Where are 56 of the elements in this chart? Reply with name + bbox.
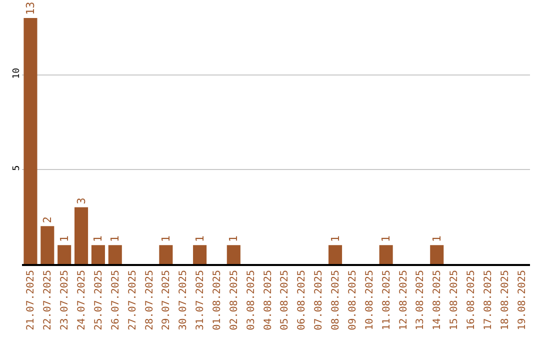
bar (226, 245, 240, 264)
x-tick-label: 12.08.2025 (398, 270, 410, 330)
x-tick-label: 09.08.2025 (347, 270, 358, 330)
bar (24, 18, 38, 264)
x-tick-label: 02.08.2025 (228, 270, 240, 330)
x-tick-label: 07.08.2025 (314, 270, 325, 330)
x-tick-label: 01.08.2025 (212, 270, 223, 330)
x-tick-label: 10.08.2025 (364, 270, 376, 330)
x-tick-label: 08.08.2025 (330, 270, 342, 330)
data-label: 1 (328, 235, 342, 242)
data-label: 1 (227, 235, 240, 242)
x-tick-label: 14.08.2025 (432, 270, 444, 330)
x-tick-label: 19.08.2025 (516, 270, 528, 330)
data-label: 1 (193, 235, 206, 242)
bar (328, 245, 342, 264)
bar (108, 245, 122, 264)
x-tick-label: 06.08.2025 (296, 270, 308, 330)
bar (58, 245, 72, 264)
x-tick-label: 29.07.2025 (161, 270, 172, 330)
x-tick-label: 28.07.2025 (144, 270, 156, 330)
data-label: 1 (108, 235, 122, 242)
data-label: 1 (159, 235, 172, 242)
x-tick-label: 31.07.2025 (195, 270, 206, 330)
bar (430, 245, 444, 264)
x-tick-label: 16.08.2025 (466, 270, 477, 330)
x-tick-label: 24.07.2025 (76, 270, 88, 330)
x-tick-label: 18.08.2025 (500, 270, 511, 330)
x-tick-label: 15.08.2025 (449, 270, 460, 330)
data-label: 13 (24, 2, 37, 15)
x-tick-label: 21.07.2025 (26, 270, 37, 330)
x-tick-label: 17.08.2025 (482, 270, 494, 330)
data-label: 3 (74, 198, 88, 204)
bar (74, 207, 88, 264)
bar (40, 226, 54, 264)
x-tick-label: 11.08.2025 (381, 270, 392, 330)
data-label: 1 (430, 235, 444, 242)
x-tick-label: 03.08.2025 (246, 270, 257, 330)
data-label: 1 (380, 235, 393, 242)
x-tick-label: 30.07.2025 (178, 270, 190, 330)
bar (379, 245, 393, 264)
data-label: 1 (58, 235, 71, 242)
x-tick-label: 13.08.2025 (415, 270, 426, 330)
x-tick-label: 25.07.2025 (93, 270, 104, 330)
x-tick-label: 23.07.2025 (60, 270, 71, 330)
x-tick-label: 04.08.2025 (262, 270, 274, 330)
x-tick-label: 26.07.2025 (110, 270, 122, 330)
x-tick-label: 22.07.2025 (42, 270, 54, 330)
data-label: 2 (40, 216, 54, 224)
y-tick-label: 10 (12, 68, 22, 79)
bar (91, 245, 105, 264)
bar (159, 245, 173, 264)
x-tick-label: 05.08.2025 (280, 270, 291, 330)
x-tick-label: 27.07.2025 (127, 270, 138, 330)
y-tick-label: 5 (12, 165, 22, 171)
data-label: 1 (92, 235, 105, 242)
bar (193, 245, 207, 264)
